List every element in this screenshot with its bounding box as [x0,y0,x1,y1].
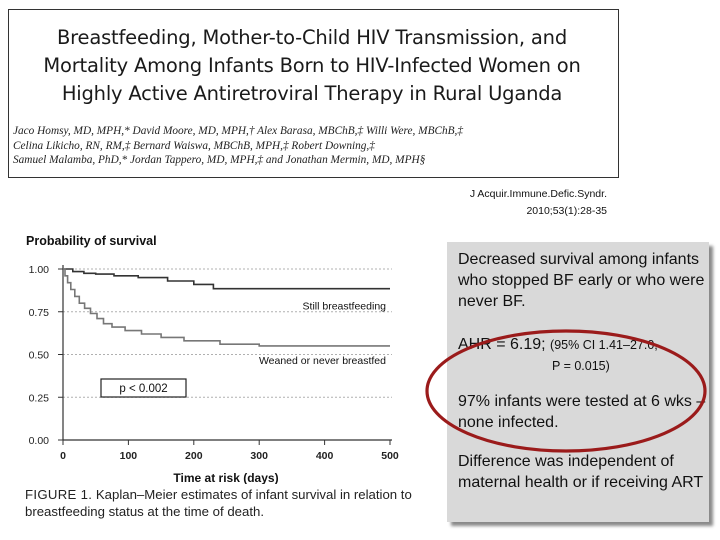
citation-volume: 2010;53(1):28-35 [526,205,607,217]
series-label: Weaned or never breastfed [259,355,386,367]
paper-authors: Jaco Homsy, MD, MPH,* David Moore, MD, M… [13,124,613,168]
y-tick-label: 0.50 [29,350,50,362]
finding-independence: Difference was independent of maternal h… [458,453,704,491]
journal-citation: J Acquir.Immune.Defic.Syndr. 2010;53(1):… [470,186,607,220]
y-tick-label: 1.00 [29,264,50,276]
x-tick-label: 300 [250,450,268,462]
citation-journal: J Acquir.Immune.Defic.Syndr. [469,188,607,200]
survival-curve-0 [63,268,390,290]
author-line: Jaco Homsy, MD, MPH,* David Moore, MD, M… [13,125,464,137]
p-value-text: P = 0.015) [552,359,610,373]
paper-title-line: Highly Active Antiretroviral Therapy in … [61,82,563,105]
summary-panel: Decreased survival among infants who sto… [447,242,709,522]
finding-testing: 97% infants were tested at 6 wks – none … [458,393,706,431]
finding-hazard-ratio: AHR = 6.19; (95% CI 1.41–27.0, P = 0.015… [458,334,708,377]
y-tick-label: 0.75 [29,307,50,319]
p-value-box [100,378,187,398]
x-tick-label: 0 [60,450,66,462]
author-line: Celina Likicho, RN, RM,‡ Bernard Waiswa,… [13,139,375,152]
kaplan-meier-chart: Probability of survival 0.00 0.25 0.50 0.75… [26,234,399,484]
survival-curve-1 [63,268,390,347]
x-tick-label: 100 [120,450,138,462]
figure-caption-text: Kaplan–Meier estimates of infant surviva… [25,487,412,519]
paper-title-line: Breastfeeding, Mother-to-Child HIV Trans… [56,26,568,49]
paper-header-box [8,9,619,178]
finding-decreased-survival: Decreased survival among infants who sto… [458,251,705,310]
author-line: Samuel Malamba, PhD,* Jordan Tappero, MD… [13,154,426,167]
figure-label: FIGURE 1. [25,487,93,502]
paper-title-line: Mortality Among Infants Born to HIV-Infe… [43,54,581,77]
series-label: Still breastfeeding [303,301,387,313]
figure-caption: FIGURE 1. Kaplan–Meier estimates of infa… [25,486,415,520]
y-tick-label: 0.00 [29,435,50,447]
chart-series [63,268,390,347]
x-tick-label: 400 [316,450,334,462]
y-tick-label: 0.25 [29,392,50,404]
confidence-interval: (95% CI 1.41–27.0, [550,338,658,352]
hazard-ratio-value: AHR = 6.19; [458,336,551,353]
x-tick-label: 500 [381,450,399,462]
p-value-label: p < 0.002 [119,383,167,395]
x-tick-label: 200 [185,450,203,462]
chart-labels: 0.00 0.25 0.50 0.75 1.00 0 100 200 300 400 500 Stil… [29,264,399,462]
x-axis-title: Time at risk (days) [173,471,278,484]
chart-title: Probability of survival [26,234,157,248]
paper-title: Breastfeeding, Mother-to-Child HIV Trans… [12,24,612,108]
chart-axes [58,265,392,445]
